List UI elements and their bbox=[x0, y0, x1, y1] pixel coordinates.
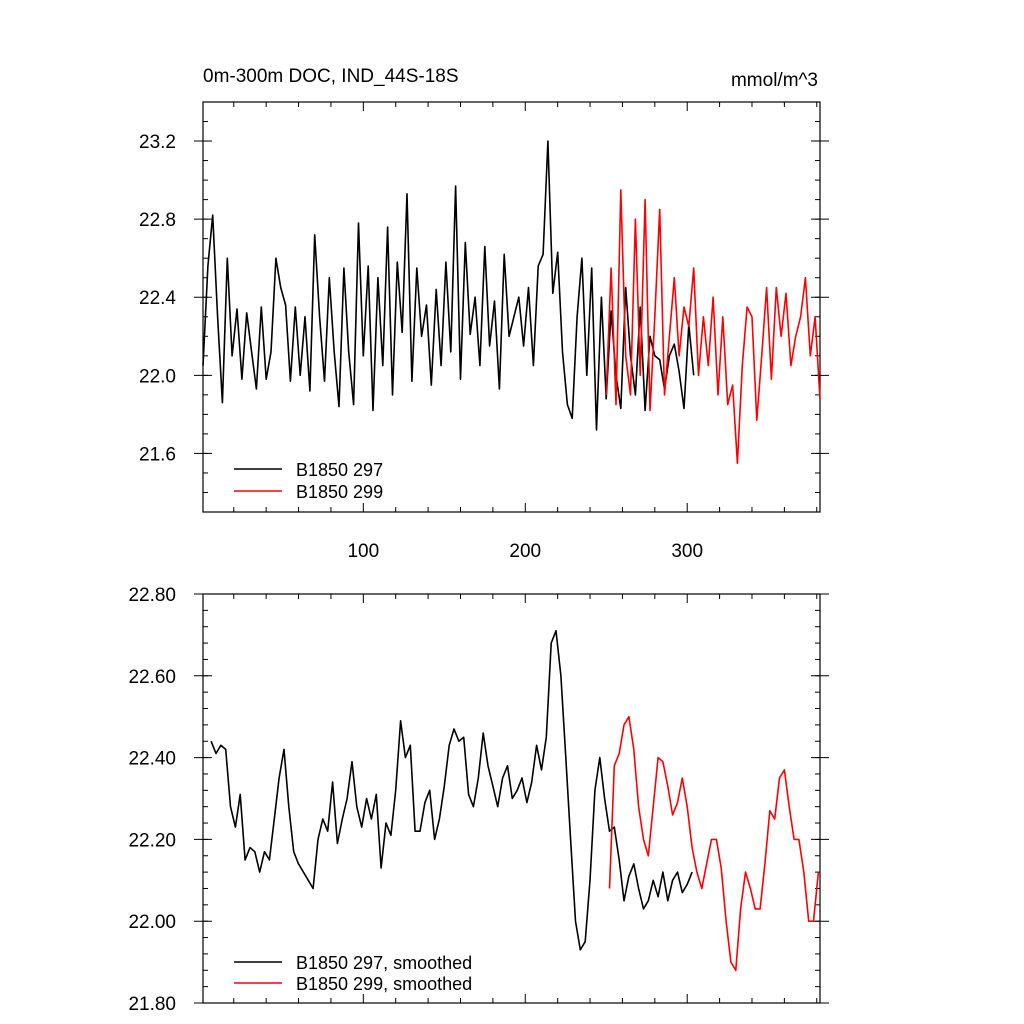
bottom-y-tick-label: 21.80 bbox=[128, 994, 176, 1015]
top-panel-title: 0m-300m DOC, IND_44S-18S bbox=[203, 66, 459, 87]
bottom-panel: 21.80 22.00 22.20 22.40 22.60 22.80 B1850 297… bbox=[128, 585, 829, 1015]
top-panel-axes: 100 200 300 21.6 22.0 22.4 22.8 23.2 bbox=[139, 101, 829, 562]
bottom-panel-series bbox=[210, 629, 820, 972]
top-y-tick-label: 23.2 bbox=[139, 132, 176, 153]
bottom-series-line-b1850-297-smoothed bbox=[210, 629, 693, 951]
bottom-y-tick-label: 22.80 bbox=[128, 585, 176, 606]
bottom-panel-legend: B1850 297, smoothed B1850 299, smoothed bbox=[234, 953, 472, 994]
top-plot-frame bbox=[202, 101, 821, 513]
legend-label-b1850-299-smoothed: B1850 299, smoothed bbox=[296, 974, 472, 994]
bottom-panel-axes: 21.80 22.00 22.20 22.40 22.60 22.80 bbox=[128, 585, 829, 1015]
bottom-y-tick-label: 22.00 bbox=[128, 912, 176, 933]
top-y-tick-label: 22.0 bbox=[139, 366, 176, 387]
bottom-y-tick-label: 22.40 bbox=[128, 749, 176, 770]
bottom-y-tick-label: 22.20 bbox=[128, 830, 176, 851]
top-series-line-b1850-299 bbox=[605, 189, 821, 465]
top-y-tick-label: 22.8 bbox=[139, 210, 176, 231]
top-panel-series bbox=[202, 140, 821, 465]
top-y-tick-label: 22.4 bbox=[139, 288, 176, 309]
bottom-series-line-b1850-299-smoothed bbox=[608, 715, 820, 972]
legend-label-b1850-297: B1850 297 bbox=[296, 460, 383, 480]
top-x-tick-label: 300 bbox=[671, 541, 703, 562]
top-panel: 0m-300m DOC, IND_44S-18S mmol/m^3 100 200… bbox=[139, 66, 829, 562]
legend-label-b1850-299: B1850 299 bbox=[296, 482, 383, 502]
top-series-line-b1850-297 bbox=[202, 140, 695, 431]
top-panel-units: mmol/m^3 bbox=[731, 70, 818, 91]
top-x-tick-label: 100 bbox=[347, 541, 379, 562]
top-x-tick-label: 200 bbox=[509, 541, 541, 562]
top-y-tick-label: 21.6 bbox=[139, 444, 176, 465]
bottom-y-tick-label: 22.60 bbox=[128, 667, 176, 688]
top-panel-legend: B1850 297 B1850 299 bbox=[234, 460, 383, 502]
legend-label-b1850-297-smoothed: B1850 297, smoothed bbox=[296, 953, 472, 973]
bottom-plot-frame bbox=[202, 593, 821, 1004]
